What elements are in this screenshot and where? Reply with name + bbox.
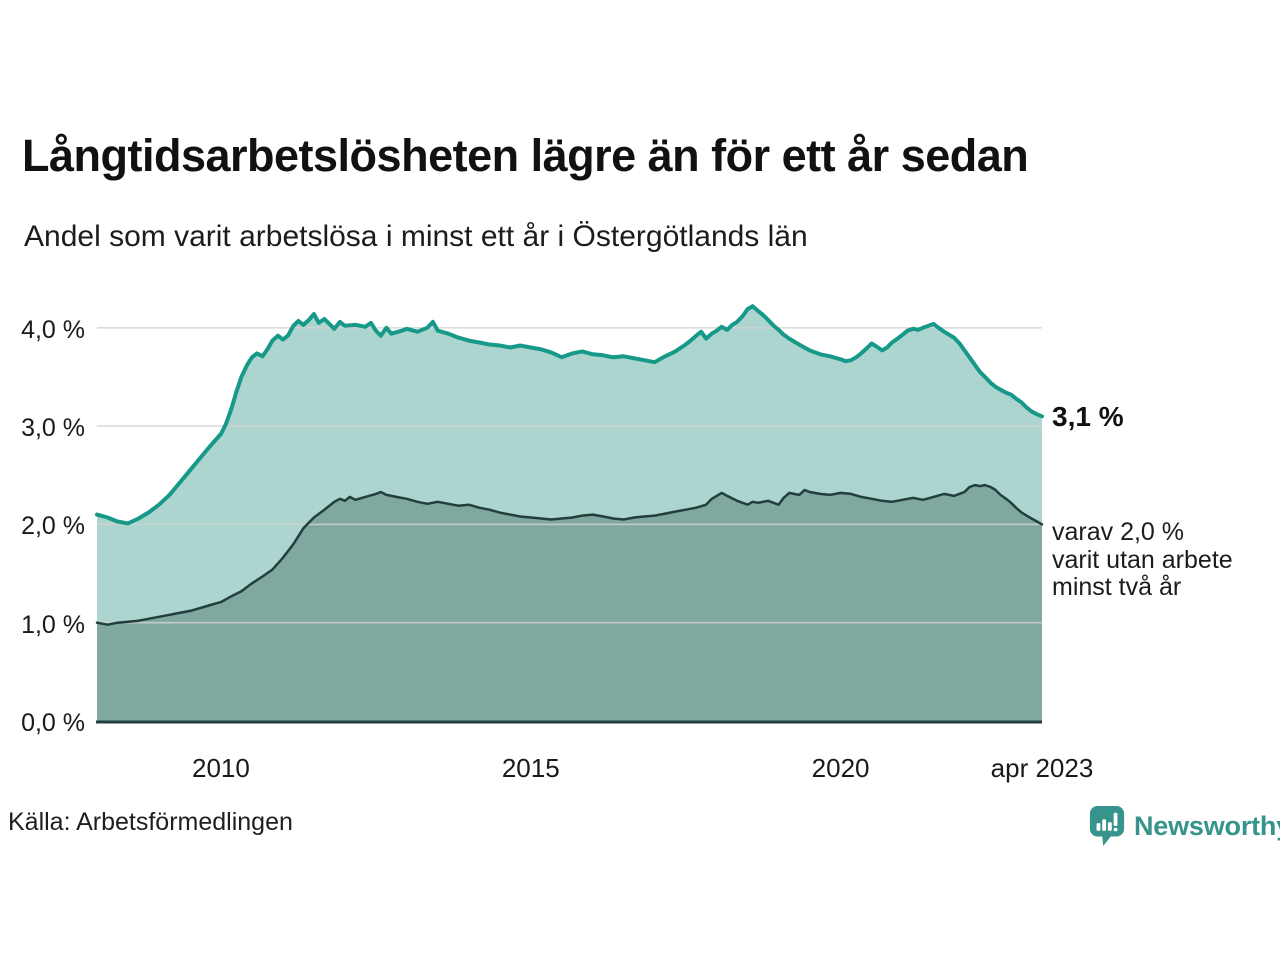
newsworthy-logo-text: Newsworthy: [1134, 810, 1280, 841]
newsworthy-logo: Newsworthy: [1088, 804, 1280, 848]
y-axis-tick-label: 1,0 %: [21, 610, 85, 639]
series2-area: [97, 485, 1042, 721]
y-axis-tick-label: 3,0 %: [21, 414, 85, 443]
series1-end-value-label: 3,1 %: [1052, 401, 1124, 432]
series2-line: [95, 483, 1044, 626]
logo-bubble-shape: [1089, 806, 1125, 846]
series2-annotation-line: varit utan arbete: [1052, 545, 1233, 574]
series1-line: [95, 304, 1044, 526]
newsworthy-logo-icon: [1089, 806, 1125, 846]
x-axis-tick-label: 2010: [192, 753, 250, 783]
source-note: Källa: Arbetsförmedlingen: [8, 808, 293, 836]
series2-annotation-line: minst två år: [1052, 573, 1182, 601]
x-axis-tick-label: 2015: [501, 753, 560, 783]
page-subtitle: Andel som varit arbetslösa i minst ett å…: [24, 220, 808, 253]
y-axis-tick-label: 2,0 %: [21, 512, 85, 541]
page-title: Långtidsarbetslösheten lägre än för ett …: [22, 130, 1029, 181]
series2-annotation: varav 2,0 % varit utan arbete minst två …: [1052, 518, 1233, 602]
y-axis-tick-label: 0,0 %: [21, 709, 85, 737]
logo-bar-chart-glyph: [1096, 812, 1118, 832]
series2-annotation-line: varav 2,0 %: [1052, 518, 1185, 546]
x-axis-tick-label: 2020: [811, 753, 870, 783]
x-axis-tick-label: apr 2023: [990, 753, 1094, 783]
y-axis-tick-label: 4,0 %: [21, 315, 85, 344]
